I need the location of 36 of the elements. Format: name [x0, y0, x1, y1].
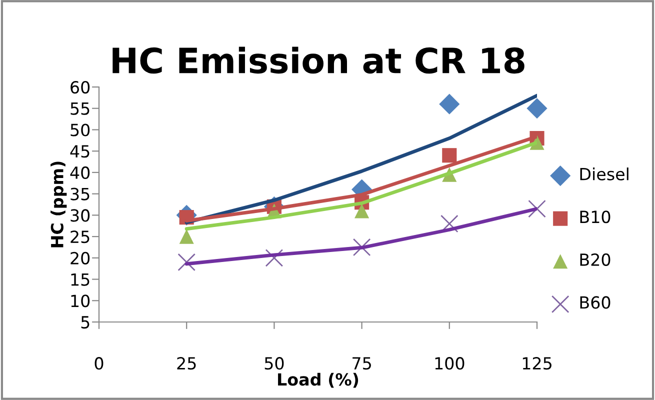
point — [442, 148, 457, 163]
y-axis-title: HC (ppm) — [50, 162, 67, 248]
y-tick-label: 45 — [70, 145, 90, 158]
y-tick-label: 25 — [70, 230, 90, 244]
x-axis-title: Load (%) — [278, 372, 358, 388]
point — [178, 253, 196, 272]
point — [526, 98, 548, 119]
x-tick-label: 0 — [94, 357, 104, 370]
x-tick-label: 25 — [177, 357, 196, 370]
legend-label: B10 — [580, 210, 610, 224]
y-tick-label: 60 — [70, 80, 90, 94]
legend-label: B20 — [580, 253, 610, 266]
y-tick-label: 15 — [71, 273, 90, 286]
y-tick-label: 5 — [81, 316, 90, 329]
point — [265, 249, 284, 267]
legend-label: Diesel — [580, 167, 628, 180]
legend-label: B60 — [580, 296, 610, 309]
point — [439, 94, 460, 114]
y-tick-label: 20 — [70, 252, 90, 264]
y-tick-label: 30 — [70, 209, 90, 222]
y-tick-label: 40 — [70, 166, 90, 180]
y-tick-label: 10 — [71, 294, 90, 308]
x-tick-label: 50 — [264, 357, 284, 370]
point — [354, 204, 370, 218]
x-tick-label: 100 — [435, 357, 464, 370]
point — [352, 238, 371, 256]
x-tick-label: 125 — [522, 357, 552, 370]
line-series — [184, 207, 537, 266]
x-tick-label: 75 — [352, 357, 371, 370]
point — [528, 200, 546, 218]
point — [179, 229, 194, 244]
y-tick-label: 50 — [70, 124, 90, 136]
y-tick-label: 55 — [70, 102, 90, 115]
point — [440, 214, 458, 233]
y-tick-label: 35 — [70, 188, 90, 200]
chart-title: HC Emission at CR 18 — [112, 46, 524, 74]
